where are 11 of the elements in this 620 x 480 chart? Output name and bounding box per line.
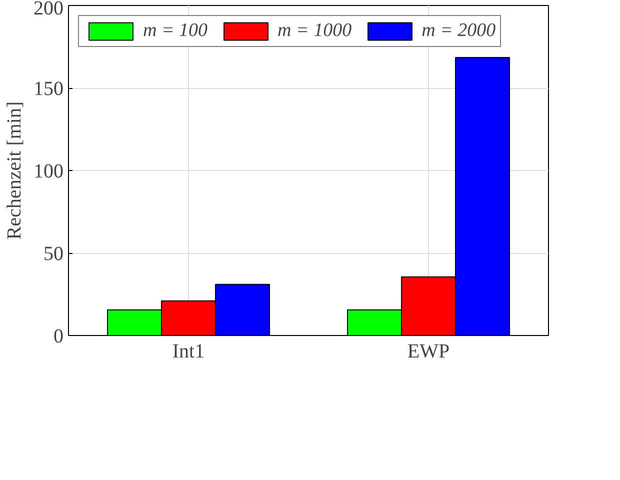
legend-label: m = 1000: [278, 20, 352, 42]
legend-label: m = 100: [143, 20, 208, 42]
y-tick-label: 100: [34, 160, 64, 182]
y-tick-label: 200: [34, 0, 64, 20]
legend-label: m = 2000: [422, 20, 496, 42]
y-tick-label: 50: [44, 243, 64, 265]
y-tick-label: 0: [54, 326, 64, 348]
y-tick-label: 150: [34, 78, 64, 100]
y-axis-title: Rechenzeit [min]: [4, 101, 26, 240]
x-tick-label: EWP: [407, 340, 450, 362]
x-tick-label: Int1: [172, 340, 205, 362]
